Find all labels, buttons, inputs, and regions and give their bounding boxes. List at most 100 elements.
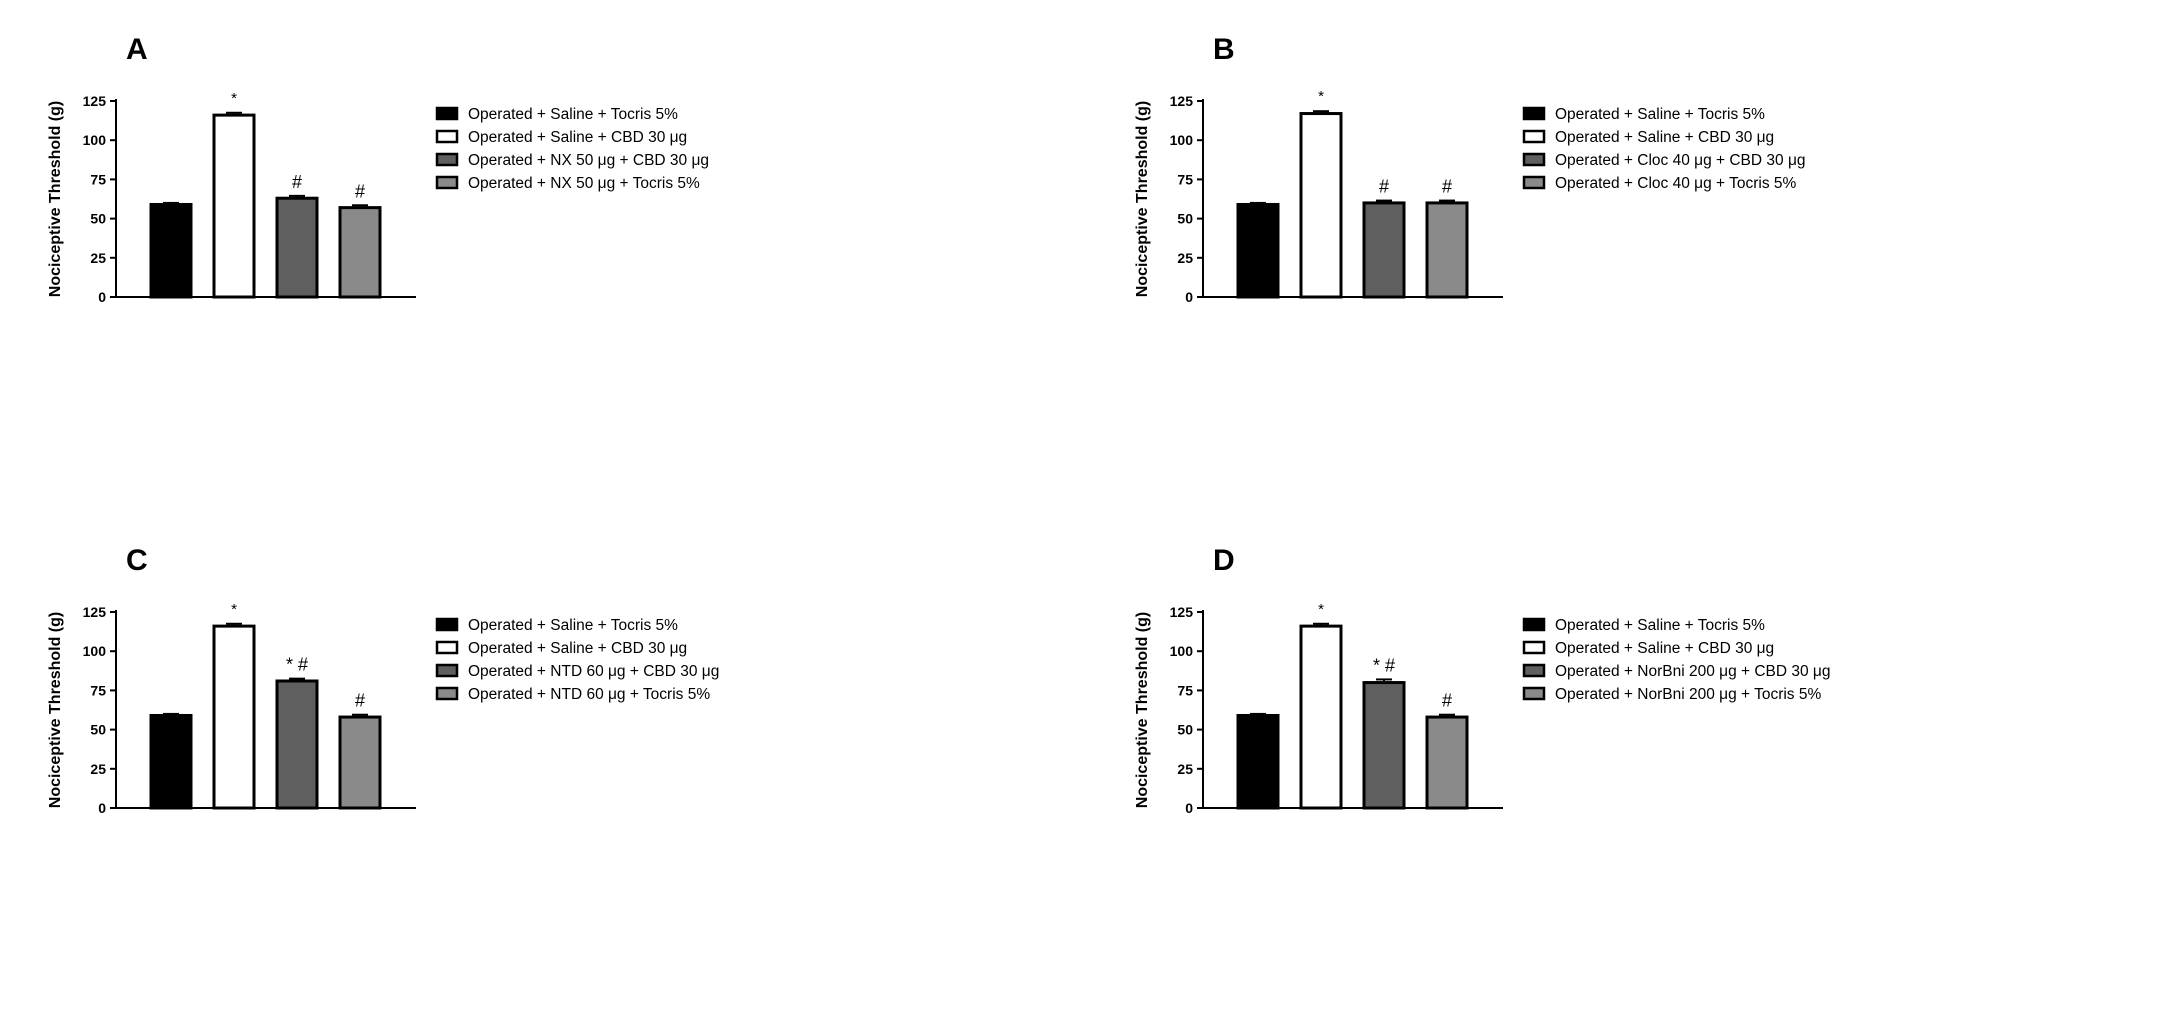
- bar: [212, 624, 256, 810]
- significance-marker: *: [231, 601, 237, 618]
- y-tick-label: 75: [1177, 171, 1193, 187]
- legend-swatch: [1522, 617, 1546, 632]
- y-tick-label: 100: [83, 132, 107, 148]
- legend-swatch: [1522, 152, 1546, 167]
- legend-label: Operated + NX 50 μg + Tocris 5%: [468, 175, 700, 192]
- panel-label: A: [126, 33, 148, 66]
- bar: [338, 206, 382, 299]
- significance-marker: #: [1379, 177, 1389, 197]
- significance-marker: #: [355, 691, 365, 711]
- y-tick-label: 125: [83, 93, 107, 109]
- legend-swatch: [1522, 175, 1546, 190]
- legend-swatch: [435, 106, 459, 121]
- significance-marker: *: [1318, 88, 1324, 105]
- y-tick-label: 100: [1170, 132, 1194, 148]
- chart-panel-d: D Nociceptive Threshold (g) 0 25 50 75 100 125 *…: [1087, 511, 2174, 1022]
- legend-label: Operated + NTD 60 μg + Tocris 5%: [468, 686, 710, 703]
- y-axis-label: Nociceptive Threshold (g): [1134, 612, 1151, 808]
- significance-marker: #: [1442, 177, 1452, 197]
- chart-svg: B Nociceptive Threshold (g) 0 25 50 75 100 125 *…: [1134, 33, 1806, 305]
- y-axis-label: Nociceptive Threshold (g): [47, 612, 64, 808]
- legend-swatch: [1522, 640, 1546, 655]
- legend-label: Operated + Saline + CBD 30 μg: [468, 129, 687, 146]
- legend-swatch: [435, 175, 459, 190]
- bar: [1362, 201, 1406, 299]
- chart-panel-a: A Nociceptive Threshold (g) 0 25 50 75 100 125 *…: [0, 0, 1087, 511]
- y-axis-label: Nociceptive Threshold (g): [47, 101, 64, 297]
- legend-label: Operated + Saline + CBD 30 μg: [1555, 640, 1774, 657]
- legend-swatch: [435, 617, 459, 632]
- y-tick-label: 100: [1170, 643, 1194, 659]
- legend-label: Operated + NTD 60 μg + CBD 30 μg: [468, 663, 719, 680]
- legend-label: Operated + NX 50 μg + CBD 30 μg: [468, 152, 709, 169]
- panel-label: D: [1213, 544, 1235, 577]
- bar: [1236, 713, 1280, 810]
- significance-marker: #: [292, 172, 302, 192]
- y-tick-label: 0: [1185, 289, 1193, 305]
- legend-label: Operated + Cloc 40 μg + CBD 30 μg: [1555, 152, 1806, 169]
- legend-label: Operated + Saline + CBD 30 μg: [1555, 129, 1774, 146]
- bar: [212, 113, 256, 299]
- legend-swatch: [1522, 129, 1546, 144]
- y-tick-label: 25: [1177, 250, 1193, 266]
- bar: [338, 715, 382, 810]
- bar: [1425, 715, 1469, 810]
- y-tick-label: 75: [90, 682, 106, 698]
- y-tick-label: 50: [1177, 722, 1193, 738]
- bar: [1362, 681, 1406, 810]
- bar: [1425, 201, 1469, 299]
- y-tick-label: 25: [1177, 761, 1193, 777]
- bar: [1299, 112, 1343, 299]
- significance-marker: *: [1318, 601, 1324, 618]
- bar: [149, 713, 193, 810]
- y-tick-label: 50: [90, 211, 106, 227]
- significance-marker: #: [1442, 691, 1452, 711]
- bar: [275, 196, 319, 299]
- y-tick-label: 50: [90, 722, 106, 738]
- chart-svg: C Nociceptive Threshold (g) 0 25 50 75 100 125 *…: [47, 544, 719, 816]
- bar: [275, 679, 319, 810]
- y-tick-label: 125: [1170, 93, 1194, 109]
- y-tick-label: 50: [1177, 211, 1193, 227]
- chart-svg: D Nociceptive Threshold (g) 0 25 50 75 100 125 *…: [1134, 544, 1831, 816]
- legend-swatch: [1522, 686, 1546, 701]
- panel-label: B: [1213, 33, 1235, 66]
- legend-swatch: [435, 686, 459, 701]
- significance-marker: * #: [286, 655, 308, 675]
- legend-swatch: [1522, 106, 1546, 121]
- panel-label: C: [126, 544, 148, 577]
- chart-svg: A Nociceptive Threshold (g) 0 25 50 75 100 125 *…: [47, 33, 709, 305]
- y-tick-label: 125: [1170, 604, 1194, 620]
- legend-label: Operated + Saline + Tocris 5%: [1555, 617, 1765, 634]
- significance-marker: #: [355, 181, 365, 201]
- legend-swatch: [435, 640, 459, 655]
- significance-marker: *: [231, 90, 237, 107]
- chart-panel-b: B Nociceptive Threshold (g) 0 25 50 75 100 125 *…: [1087, 0, 2174, 511]
- y-tick-label: 125: [83, 604, 107, 620]
- chart-panel-c: C Nociceptive Threshold (g) 0 25 50 75 100 125 *…: [0, 511, 1087, 1022]
- y-tick-label: 100: [83, 643, 107, 659]
- bar: [149, 202, 193, 299]
- legend-label: Operated + NorBni 200 μg + Tocris 5%: [1555, 686, 1821, 703]
- bar: [1236, 202, 1280, 299]
- y-tick-label: 25: [90, 250, 106, 266]
- legend-swatch: [435, 663, 459, 678]
- significance-marker: * #: [1373, 655, 1395, 675]
- y-axis-label: Nociceptive Threshold (g): [1134, 101, 1151, 297]
- legend-label: Operated + Saline + Tocris 5%: [1555, 106, 1765, 123]
- y-tick-label: 0: [98, 289, 106, 305]
- y-tick-label: 0: [1185, 800, 1193, 816]
- legend-label: Operated + NorBni 200 μg + CBD 30 μg: [1555, 663, 1831, 680]
- legend-label: Operated + Saline + Tocris 5%: [468, 106, 678, 123]
- y-tick-label: 0: [98, 800, 106, 816]
- y-tick-label: 75: [90, 171, 106, 187]
- legend-label: Operated + Saline + CBD 30 μg: [468, 640, 687, 657]
- legend-label: Operated + Cloc 40 μg + Tocris 5%: [1555, 175, 1796, 192]
- bar: [1299, 624, 1343, 810]
- legend-swatch: [1522, 663, 1546, 678]
- legend-swatch: [435, 152, 459, 167]
- legend-swatch: [435, 129, 459, 144]
- legend-label: Operated + Saline + Tocris 5%: [468, 617, 678, 634]
- y-tick-label: 25: [90, 761, 106, 777]
- y-tick-label: 75: [1177, 682, 1193, 698]
